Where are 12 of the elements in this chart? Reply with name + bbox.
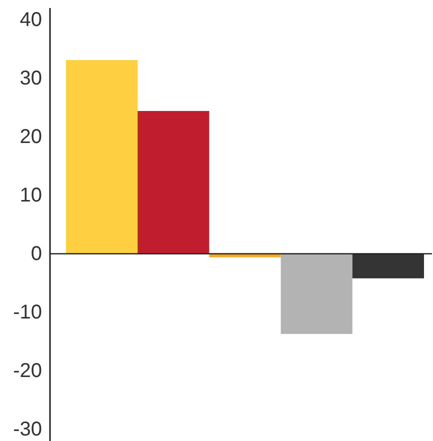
y-tick-label: -30 [13,418,42,441]
y-tick-label: 10 [20,184,42,207]
bar [138,110,210,254]
y-tick-label: 40 [20,9,42,32]
y-tick-label: 0 [30,243,42,266]
y-tick-label: 20 [20,126,42,148]
y-tick-label: -20 [13,360,42,382]
bar [66,60,138,254]
bar [352,254,424,278]
y-tick-label: -10 [13,302,42,324]
y-tick-label: 30 [20,68,42,90]
bar [280,254,352,334]
